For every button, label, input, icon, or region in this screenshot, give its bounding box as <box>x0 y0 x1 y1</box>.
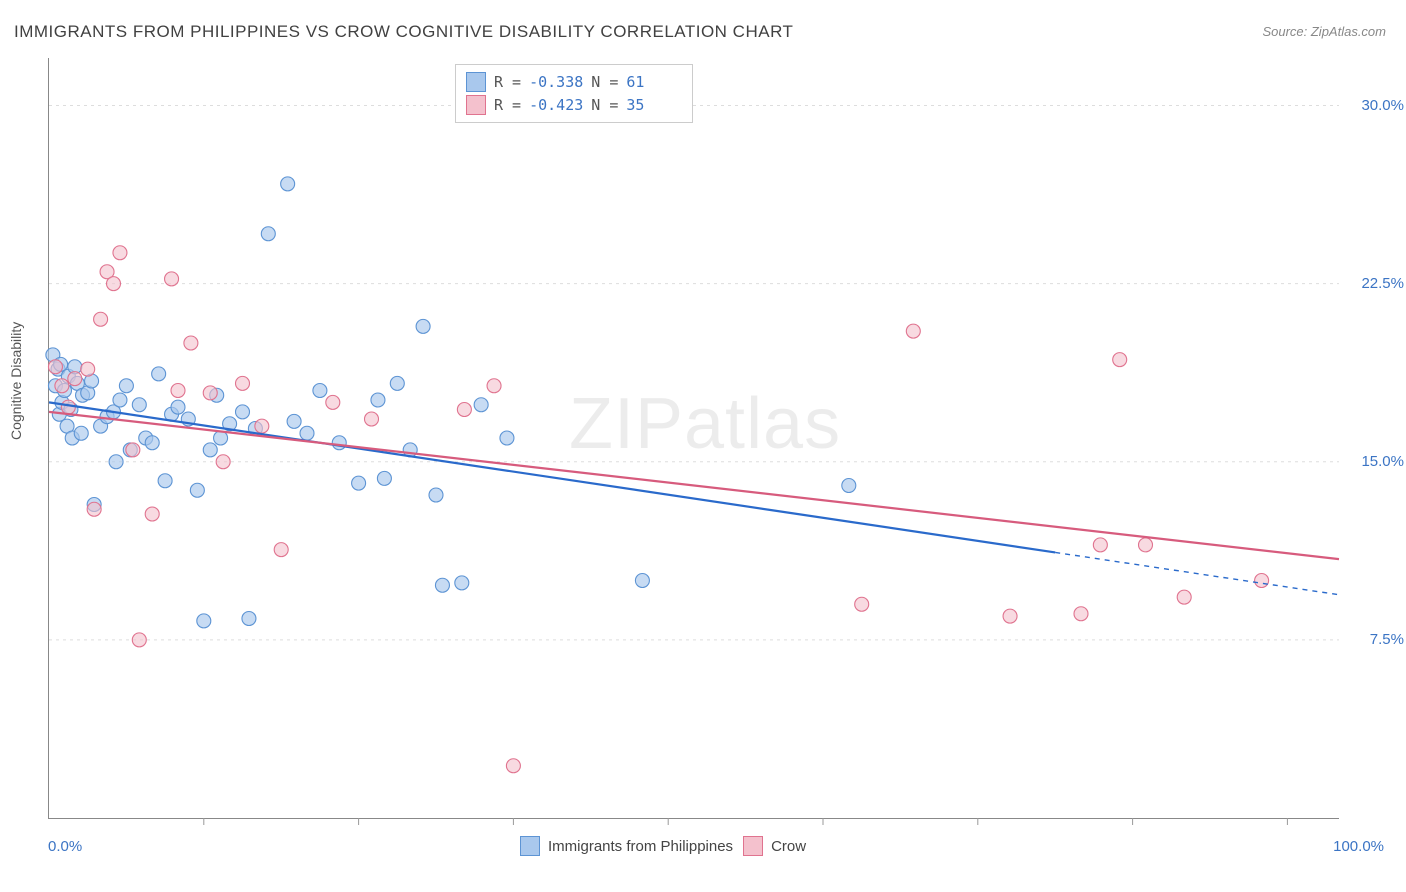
x-axis-max-label: 100.0% <box>1333 838 1384 855</box>
legend-swatch-series-2 <box>466 95 486 115</box>
y-tick-label: 22.5% <box>1344 275 1404 292</box>
legend-item-2: Crow <box>743 836 806 856</box>
legend-item-1: Immigrants from Philippines <box>520 836 733 856</box>
y-axis-title: Cognitive Disability <box>8 322 24 440</box>
legend-swatch-series-1 <box>466 72 486 92</box>
legend-bottom-swatch-1 <box>520 836 540 856</box>
series-legend: Immigrants from Philippines Crow <box>520 836 806 856</box>
legend-bottom-label-1: Immigrants from Philippines <box>548 838 733 855</box>
r-label-2: R = <box>494 94 521 117</box>
n-label-1: N = <box>591 71 618 94</box>
chart-svg <box>49 58 1339 818</box>
correlation-legend: R = -0.338 N = 61 R = -0.423 N = 35 <box>455 64 693 123</box>
legend-row-series-1: R = -0.338 N = 61 <box>466 71 678 94</box>
legend-bottom-label-2: Crow <box>771 838 806 855</box>
chart-title: IMMIGRANTS FROM PHILIPPINES VS CROW COGN… <box>14 22 793 42</box>
r-value-1: -0.338 <box>529 71 583 94</box>
n-label-2: N = <box>591 94 618 117</box>
n-value-2: 35 <box>626 94 678 117</box>
x-axis-min-label: 0.0% <box>48 838 82 855</box>
legend-bottom-swatch-2 <box>743 836 763 856</box>
r-label-1: R = <box>494 71 521 94</box>
y-tick-label: 7.5% <box>1344 631 1404 648</box>
source-value: ZipAtlas.com <box>1311 24 1386 39</box>
plot-area: ZIPatlas <box>48 58 1339 819</box>
source-attribution: Source: ZipAtlas.com <box>1262 24 1386 39</box>
source-label: Source: <box>1262 24 1310 39</box>
y-tick-label: 15.0% <box>1344 453 1404 470</box>
y-tick-label: 30.0% <box>1344 97 1404 114</box>
r-value-2: -0.423 <box>529 94 583 117</box>
n-value-1: 61 <box>626 71 678 94</box>
legend-row-series-2: R = -0.423 N = 35 <box>466 94 678 117</box>
